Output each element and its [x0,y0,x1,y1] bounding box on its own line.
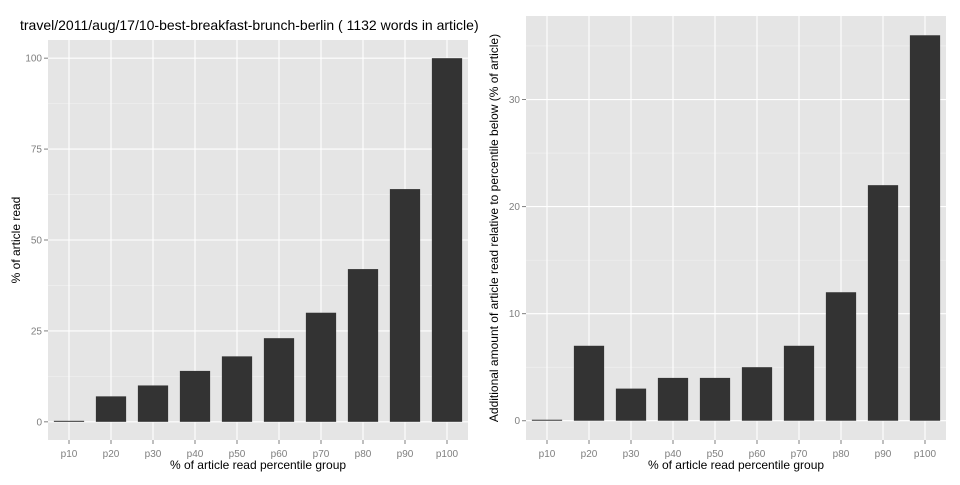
bar [867,185,899,421]
x-tick-label: p30 [623,449,640,460]
bar [699,377,731,421]
bar [347,269,379,422]
bar [53,420,85,422]
bar [305,312,337,422]
x-tick-label: p60 [271,449,288,460]
y-tick-label: 100 [25,54,42,65]
x-tick-label: p10 [539,449,556,460]
x-axis-title: % of article read percentile group [648,458,824,472]
x-tick-label: p50 [229,449,246,460]
bar [615,388,647,421]
x-tick-label: p70 [791,449,808,460]
y-tick-label: 20 [509,202,521,213]
x-tick-label: p60 [749,449,766,460]
y-tick-label: 25 [31,326,43,337]
x-tick-label: p20 [581,449,598,460]
bar [531,419,563,421]
y-tick-label: 50 [31,236,43,247]
right-chart-plot: 0 10 20 30 p10 p20 p30 p40 p50 p60 p70 p80 p90 p100 [509,16,946,460]
x-axis-title: % of article read percentile group [170,458,346,472]
y-axis-title: Additional amount of article read relati… [487,34,501,422]
bar [137,385,169,422]
bar [389,189,421,422]
bar [741,367,773,421]
x-tick-label: p90 [397,449,414,460]
y-axis-title: % of article read [9,197,23,284]
bar [179,370,211,422]
x-tick-label: p100 [436,449,459,460]
x-tick-label: p40 [665,449,682,460]
x-tick-label: p40 [187,449,204,460]
x-tick-label: p80 [833,449,850,460]
x-tick-label: p70 [313,449,330,460]
bar [431,58,463,422]
bar [657,377,689,421]
y-tick-label: 0 [36,417,42,428]
bar [221,356,253,422]
bar [783,345,815,421]
x-tick-label: p20 [103,449,120,460]
bar [573,345,605,421]
bar [95,396,127,422]
y-tick-label: 10 [509,309,521,320]
bar [909,35,941,421]
x-tick-label: p30 [145,449,162,460]
bar [825,292,857,421]
x-tick-label: p10 [61,449,78,460]
left-chart-plot: 0 25 50 75 100 p10 p20 p30 p40 p50 p60 p70 p80 p90 p10… [25,40,468,460]
y-tick-label: 0 [514,416,520,427]
x-tick-label: p50 [707,449,724,460]
x-tick-label: p100 [914,449,937,460]
y-tick-label: 75 [31,145,43,156]
y-tick-label: 30 [509,95,521,106]
chart-title: travel/2011/aug/17/10-best-breakfast-bru… [20,17,479,33]
x-tick-label: p80 [355,449,372,460]
bar [263,338,295,422]
x-tick-label: p90 [875,449,892,460]
